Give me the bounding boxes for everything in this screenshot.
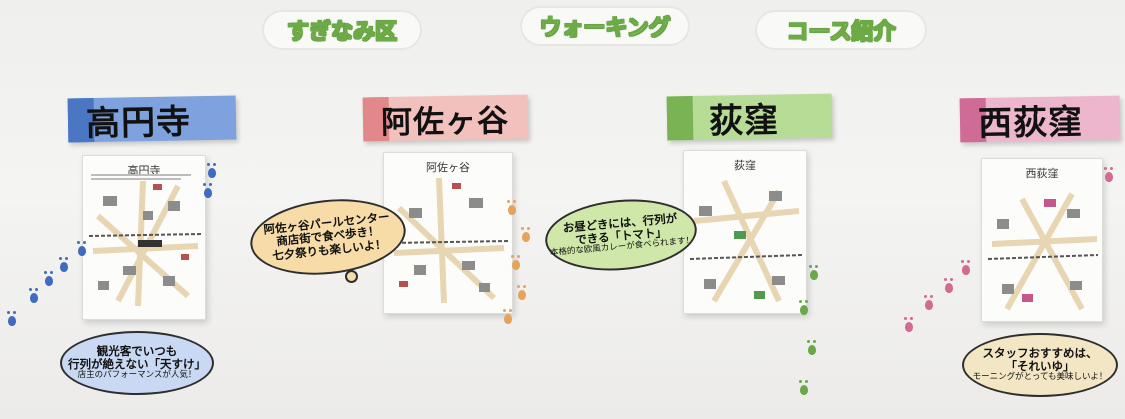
title-bubble-ward: すぎなみ区 [262, 10, 422, 50]
map-sheet-nishiogikubo: 西荻窪 [981, 158, 1103, 322]
map-title-koenji: 高円寺 [127, 164, 161, 177]
comment-cloud-koenji: 観光客でいつも 行列が絶えない「天すけ」 店主のパフォーマンスが人気！ [60, 331, 214, 395]
map-sheet-koenji: 高円寺 [82, 155, 206, 320]
footprint-icon [507, 200, 516, 215]
area-name-koenji: 高円寺 [85, 101, 192, 144]
paw-icon [961, 260, 970, 275]
comment-line3-koenji: 店主のパフォーマンスが人気！ [77, 370, 197, 381]
title-bubble-walking: ウォーキング [520, 6, 690, 46]
title-course: コース紹介 [786, 20, 896, 46]
comment-line3-nishiogikubo: モーニングがとっても美味しいよ！ [972, 372, 1108, 383]
footprint-icon [503, 309, 512, 324]
map-title-asagaya: 阿佐ヶ谷 [426, 161, 470, 174]
paw-icon [29, 288, 38, 303]
map-drawing-koenji [88, 174, 202, 307]
map-title-nishiogikubo: 西荻窪 [1025, 167, 1059, 180]
paw-icon [203, 183, 212, 198]
comment-line1-nishiogikubo: スタッフおすすめは、 [982, 345, 1098, 360]
map-sheet-ogikubo: 荻窪 [683, 150, 807, 314]
map-drawing-ogikubo [689, 179, 803, 303]
area-name-nishiogikubo: 西荻窪 [977, 101, 1084, 144]
bird-track-icon [807, 340, 816, 355]
map-drawing-nishiogikubo [987, 192, 1099, 311]
banner-asagaya: 阿佐ヶ谷 [362, 94, 529, 142]
comment-line2-koenji: 行列が絶えない「天すけ」 [68, 357, 206, 372]
paw-icon [44, 271, 53, 286]
paw-icon [904, 317, 913, 332]
map-drawing-asagaya [389, 177, 509, 304]
footprint-icon [517, 285, 526, 300]
title-walking: ウォーキング [539, 16, 671, 42]
comment-line1-koenji: 観光客でいつも [96, 343, 178, 358]
paw-icon [207, 163, 216, 178]
banner-ogikubo: 荻窪 [666, 93, 833, 142]
comment-cloud-nishiogikubo: スタッフおすすめは、 「それいゆ」 モーニングがとっても美味しいよ！ [962, 333, 1118, 397]
banner-koenji: 高円寺 [67, 95, 237, 144]
banner-nishiogikubo: 西荻窪 [959, 95, 1121, 144]
comment-line2-nishiogikubo: 「それいゆ」 [1005, 359, 1075, 374]
bird-track-icon [799, 300, 808, 315]
area-name-asagaya: 阿佐ヶ谷 [380, 102, 510, 141]
paw-icon [924, 295, 933, 310]
comment-cloud-ogikubo: お昼どきには、行列が できる「トマト」 本格的な欧風カレーが食べられます！ [542, 193, 700, 277]
paw-icon [1104, 167, 1113, 182]
bird-track-icon [809, 265, 818, 280]
footprint-icon [521, 227, 530, 242]
map-title-ogikubo: 荻窪 [734, 159, 756, 172]
paw-icon [7, 311, 16, 326]
title-bubble-course: コース紹介 [755, 10, 927, 50]
paw-icon [944, 278, 953, 293]
area-name-ogikubo: 荻窪 [708, 99, 780, 142]
paw-icon [59, 257, 68, 272]
footprint-icon [511, 255, 520, 270]
cloud-tail-asagaya [345, 270, 358, 283]
bird-track-icon [799, 380, 808, 395]
paw-icon [77, 241, 86, 256]
title-ward: すぎなみ区 [286, 20, 397, 46]
banner-band [666, 95, 694, 141]
